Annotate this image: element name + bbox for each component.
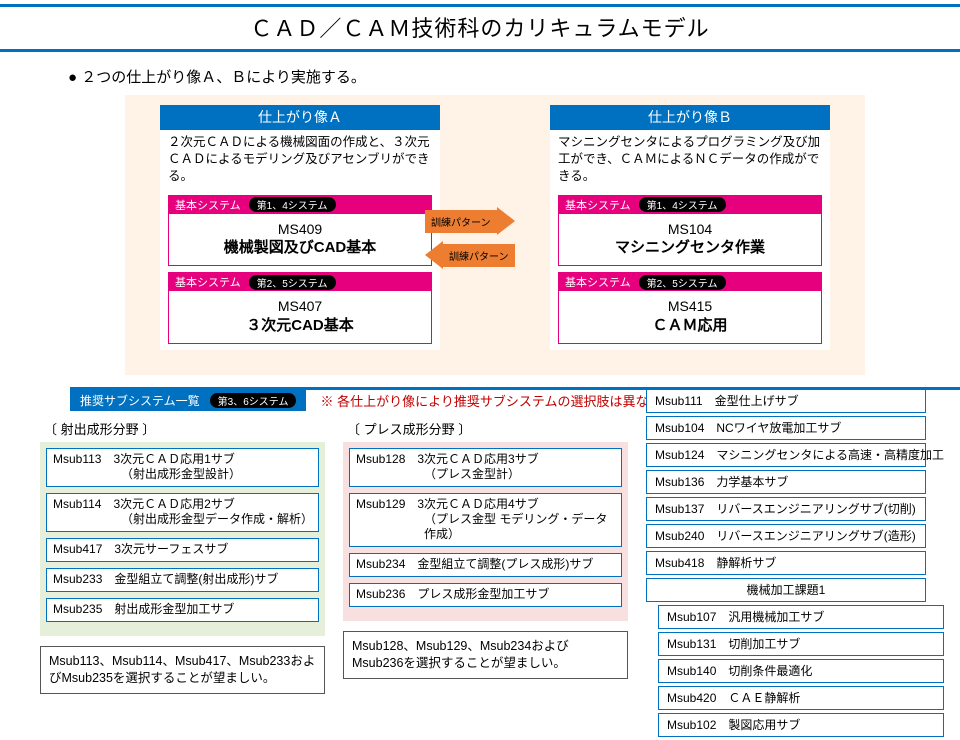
sys-tag: 第1、4システム xyxy=(249,197,336,212)
sys-name: ３次元CAD基本 xyxy=(173,316,427,336)
arrow-right: 訓練パターン xyxy=(425,207,565,235)
column-press-title: 〔 プレス成形分野 〕 xyxy=(347,419,628,438)
arrow-right-head-icon xyxy=(497,207,515,235)
arrow-right-label: 訓練パターン xyxy=(425,210,497,233)
column-press-note: Msub128、Msub129、Msub234およびMsub236を選択すること… xyxy=(343,631,628,679)
subsystem-item: Msub234 金型組立て調整(プレス成形)サブ xyxy=(349,553,622,577)
subsystem-item: Msub102 製図応用サブ xyxy=(658,713,944,737)
column-injection: 〔 射出成形分野 〕 Msub113 3次元ＣＡＤ応用1サブ（射出成形金型設計）… xyxy=(40,417,325,694)
right-subsystem-list: Msub111 金型仕上げサブ Msub104 NCワイヤ放電加工サブ Msub12… xyxy=(646,389,926,740)
profile-b-desc: マシニングセンタによるプログラミング及び加工ができ、ＣＡＭによるＮＣデータの作成… xyxy=(550,130,830,191)
subsystem-item: Msub129 3次元ＣＡＤ応用4サブ（プレス金型 モデリング・データ作成） xyxy=(349,493,622,547)
sys-label: 基本システム xyxy=(565,197,631,213)
recommended-tag: 第3、6システム xyxy=(210,393,297,408)
subsystem-item: Msub418 静解析サブ xyxy=(646,551,926,575)
column-press-body: Msub128 3次元ＣＡＤ応用3サブ（プレス金型計） Msub129 3次元ＣＡ… xyxy=(343,442,628,621)
sys-tag: 第1、4システム xyxy=(639,197,726,212)
column-injection-note: Msub113、Msub114、Msub417、Msub233およびMsub23… xyxy=(40,646,325,694)
subsystem-group-header: 機械加工課題1 xyxy=(646,578,926,602)
recommended-label: 推奨サブシステム一覧 xyxy=(80,392,200,409)
training-pattern-arrows: 訓練パターン 訓練パターン xyxy=(425,207,565,275)
profiles-panel: 仕上がり像Ａ ２次元ＣＡＤによる機械図面の作成と、３次元ＣＡＤによるモデリング及… xyxy=(125,95,865,375)
subsystem-item: Msub113 3次元ＣＡＤ応用1サブ（射出成形金型設計） xyxy=(46,448,319,487)
subsystem-item: Msub140 切削条件最適化 xyxy=(658,659,944,683)
subsystem-item: Msub136 力学基本サブ xyxy=(646,470,926,494)
column-injection-body: Msub113 3次元ＣＡＤ応用1サブ（射出成形金型設計） Msub114 3次元… xyxy=(40,442,325,636)
column-press: 〔 プレス成形分野 〕 Msub128 3次元ＣＡＤ応用3サブ（プレス金型計）M… xyxy=(343,417,628,679)
sys-tag: 第2、5システム xyxy=(249,275,336,290)
sys-name: 機械製図及びCAD基本 xyxy=(173,238,427,258)
arrow-left-head-icon xyxy=(425,241,443,269)
subsystem-item: Msub124 マシニングセンタによる高速・高精度加工 xyxy=(646,443,926,467)
sys-name: ＣＡＭ応用 xyxy=(563,316,817,336)
profile-a-sys2: 基本システム 第2、5システム MS407 ３次元CAD基本 xyxy=(168,272,432,344)
subsystem-item: Msub131 切削加工サブ xyxy=(658,632,944,656)
subsystem-item: Msub236 プレス成形金型加工サブ xyxy=(349,583,622,607)
lower-columns: 〔 射出成形分野 〕 Msub113 3次元ＣＡＤ応用1サブ（射出成形金型設計）… xyxy=(40,417,960,740)
subsystem-item: Msub233 金型組立て調整(射出成形)サブ xyxy=(46,568,319,592)
sys-code: MS409 xyxy=(173,220,427,238)
subsystem-item-sub: （射出成形金型設計） xyxy=(53,467,312,482)
subsystem-item: Msub128 3次元ＣＡＤ応用3サブ（プレス金型計） xyxy=(349,448,622,487)
profile-a: 仕上がり像Ａ ２次元ＣＡＤによる機械図面の作成と、３次元ＣＡＤによるモデリング及… xyxy=(160,105,440,350)
subsystem-item: Msub235 射出成形金型加工サブ xyxy=(46,598,319,622)
page-title: ＣＡＤ／ＣＡＭ技術科のカリキュラムモデル xyxy=(0,11,960,43)
sys-code: MS407 xyxy=(173,297,427,315)
profile-a-sys1: 基本システム 第1、4システム MS409 機械製図及びCAD基本 xyxy=(168,195,432,267)
profile-a-desc: ２次元ＣＡＤによる機械図面の作成と、３次元ＣＡＤによるモデリング及びアセンブリが… xyxy=(160,130,440,191)
subsystem-item-sub: （プレス金型計） xyxy=(356,467,615,482)
subsystem-item: Msub420 ＣＡＥ静解析 xyxy=(658,686,944,710)
column-injection-title: 〔 射出成形分野 〕 xyxy=(44,419,325,438)
subsystem-item: Msub114 3次元ＣＡＤ応用2サブ（射出成形金型データ作成・解析） xyxy=(46,493,319,532)
profile-b: 仕上がり像Ｂ マシニングセンタによるプログラミング及び加工ができ、ＣＡＭによるＮ… xyxy=(550,105,830,350)
sys-name: マシニングセンタ作業 xyxy=(563,238,817,258)
sys-label: 基本システム xyxy=(565,274,631,290)
arrow-left-label: 訓練パターン xyxy=(443,244,515,267)
profile-b-head: 仕上がり像Ｂ xyxy=(550,105,830,130)
subsystem-item: Msub417 3次元サーフェスサブ xyxy=(46,538,319,562)
profile-b-sys2: 基本システム 第2、5システム MS415 ＣＡＭ応用 xyxy=(558,272,822,344)
sys-label: 基本システム xyxy=(175,274,241,290)
page-title-bar: ＣＡＤ／ＣＡＭ技術科のカリキュラムモデル xyxy=(0,4,960,52)
sys-tag: 第2、5システム xyxy=(639,275,726,290)
subsystem-item-sub: （プレス金型 モデリング・データ作成） xyxy=(356,512,615,542)
intro-text: ２つの仕上がり像Ａ、Ｂにより実施する。 xyxy=(68,66,960,87)
profile-a-head: 仕上がり像Ａ xyxy=(160,105,440,130)
subsystem-item: Msub137 リバースエンジニアリングサブ(切削) xyxy=(646,497,926,521)
subsystem-item: Msub240 リバースエンジニアリングサブ(造形) xyxy=(646,524,926,548)
subsystem-item-sub: （射出成形金型データ作成・解析） xyxy=(53,512,312,527)
subsystem-item: Msub104 NCワイヤ放電加工サブ xyxy=(646,416,926,440)
recommended-note: ※ 各仕上がり像により推奨サブシステムの選択肢は異なります。 xyxy=(320,391,699,410)
sys-code: MS104 xyxy=(563,220,817,238)
sys-code: MS415 xyxy=(563,297,817,315)
sys-label: 基本システム xyxy=(175,197,241,213)
subsystem-item: Msub111 金型仕上げサブ xyxy=(646,389,926,413)
subsystem-item: Msub107 汎用機械加工サブ xyxy=(658,605,944,629)
arrow-left: 訓練パターン xyxy=(425,241,565,269)
profile-b-sys1: 基本システム 第1、4システム MS104 マシニングセンタ作業 xyxy=(558,195,822,267)
